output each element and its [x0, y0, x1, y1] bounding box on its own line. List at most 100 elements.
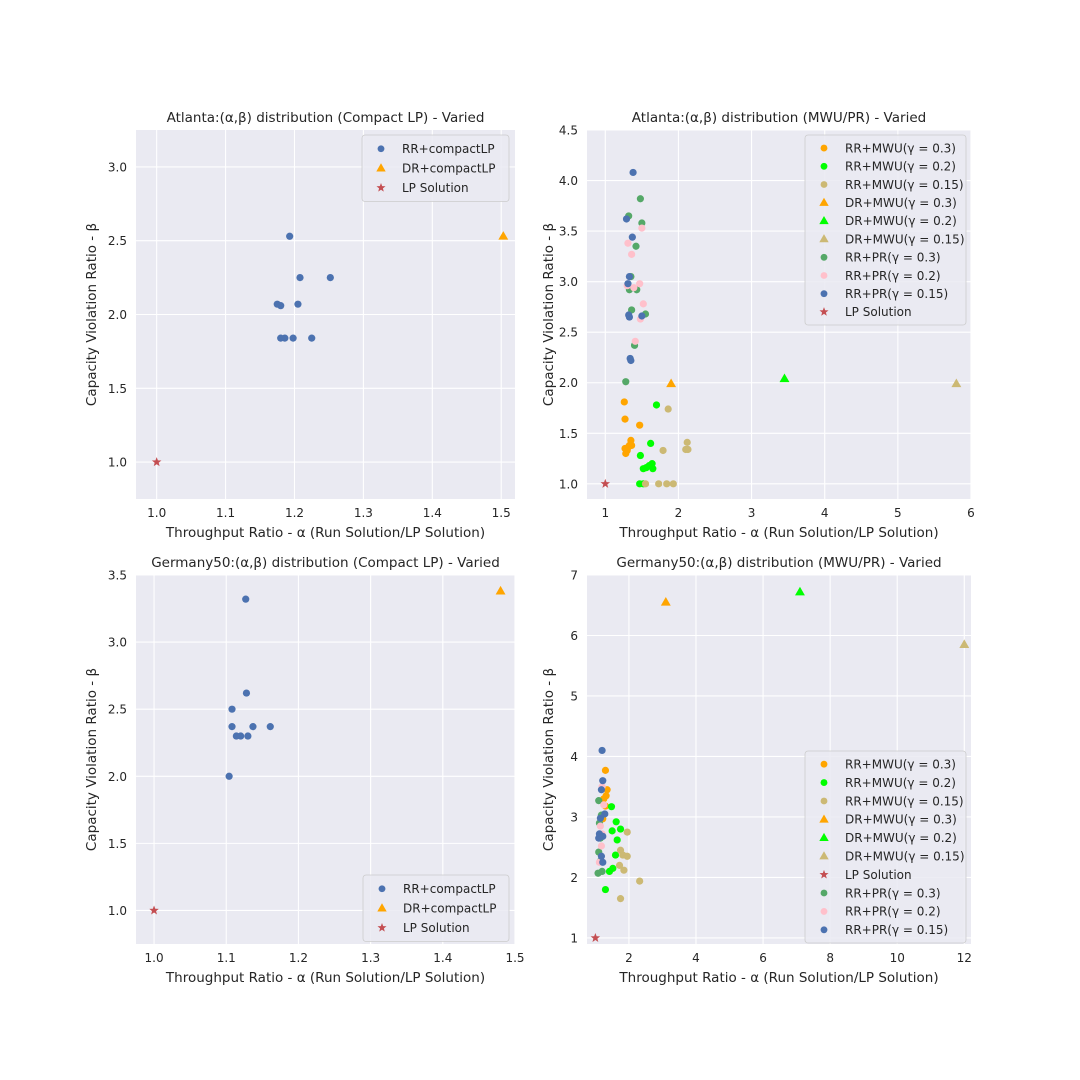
data-point [628, 250, 636, 258]
data-point [623, 828, 631, 836]
legend-label: RR+MWU(γ = 0.15) [845, 178, 964, 192]
data-point [638, 224, 646, 232]
series-rr-compactlp [225, 595, 274, 780]
legend-marker [819, 307, 829, 316]
data-point [244, 732, 252, 740]
data-point [636, 195, 644, 203]
x-tick-label: 5 [894, 506, 902, 520]
x-tick-label: 6 [967, 506, 975, 520]
series-rr-mwu-gamma-0-15 [641, 405, 692, 488]
data-point [597, 842, 606, 850]
legend-marker [377, 145, 385, 153]
legend-marker [819, 234, 829, 243]
legend-marker [820, 889, 828, 897]
legend-marker [820, 779, 828, 787]
chart-title: Germany50:(α,β) distribution (Compact LP… [151, 555, 500, 571]
data-point [621, 415, 629, 423]
y-tick-label: 1.5 [108, 837, 127, 851]
data-point [655, 480, 663, 488]
legend-label: RR+compactLP [402, 142, 495, 156]
series-lp-solution [600, 478, 611, 488]
data-point [624, 280, 632, 288]
legend-marker [820, 144, 828, 152]
data-point [595, 834, 603, 842]
y-tick-label: 2 [570, 871, 578, 885]
data-point [597, 786, 606, 794]
data-point [608, 827, 616, 835]
legend-label: RR+MWU(γ = 0.2) [845, 776, 956, 790]
y-axis-label: Capacity Violation Ratio - β [84, 223, 100, 406]
legend-marker [820, 253, 828, 261]
data-point [627, 356, 635, 365]
data-point [659, 446, 667, 455]
legend-label: RR+MWU(γ = 0.3) [845, 141, 956, 155]
legend-marker [820, 907, 828, 915]
legend-label: DR+compactLP [403, 902, 496, 916]
data-point [616, 825, 625, 833]
data-point [151, 457, 162, 467]
legend-marker [820, 797, 828, 805]
data-point [613, 836, 621, 844]
x-tick-label: 1 [601, 506, 609, 520]
data-point [666, 378, 677, 388]
legend-marker [377, 923, 387, 932]
data-point [228, 723, 236, 731]
data-point [599, 777, 607, 785]
data-point [663, 480, 671, 488]
chart-title: Germany50:(α,β) distribution (MWU/PR) - … [616, 555, 941, 571]
series-rr-mwu-gamma-0-3 [620, 398, 644, 458]
data-point [611, 851, 620, 859]
data-point [628, 233, 636, 241]
data-point [795, 586, 805, 596]
x-tick-label: 3 [748, 506, 756, 520]
legend-label: DR+MWU(γ = 0.15) [845, 232, 965, 246]
series-dr-mwu-gamma-0-15 [959, 639, 970, 648]
y-tick-label: 7 [570, 569, 578, 583]
legend-marker [378, 885, 386, 893]
data-point [622, 215, 631, 223]
data-point [631, 337, 639, 345]
x-tick-label: 4 [821, 506, 829, 520]
legend-marker [820, 181, 828, 188]
y-tick-label: 1 [570, 931, 578, 945]
data-point [951, 378, 962, 388]
y-tick-label: 3.5 [559, 225, 578, 239]
data-point [632, 242, 640, 250]
legend: RR+compactLP DR+compactLP LP Solution [361, 134, 510, 202]
data-point [601, 885, 610, 894]
x-tick-label: 1.1 [216, 506, 235, 520]
data-point [597, 852, 606, 860]
data-point [638, 219, 646, 227]
y-tick-label: 2.5 [559, 326, 578, 340]
x-tick-label: 2 [675, 506, 683, 520]
data-point [594, 869, 602, 877]
legend-label: LP Solution [845, 305, 912, 319]
x-tick-label: 1.0 [145, 951, 164, 965]
legend-marker [820, 272, 828, 279]
x-tick-label: 1.4 [433, 951, 452, 965]
series-rr-mwu-gamma-0-2 [636, 401, 661, 488]
chart-panel-2: 1 2 3 4 5 6 1.0 1.5 2.0 2.5 3.0 3.5 4.0 4.5 Atlanta:(α… [541, 110, 975, 541]
data-point [286, 232, 294, 240]
series-dr-mwu-gamma-0-2 [795, 586, 805, 596]
chart-panel-3: 1.0 1.1 1.2 1.3 1.4 1.5 1.0 1.5 2.0 2.5 3.0 3.5 Germ… [84, 555, 525, 986]
legend-label: RR+PR(γ = 0.15) [845, 923, 948, 937]
data-point [959, 639, 970, 648]
data-point [249, 723, 257, 731]
legend-marker [820, 290, 828, 298]
data-point [638, 312, 646, 320]
series-lp-solution [151, 457, 162, 467]
data-point [625, 313, 634, 321]
legend-label: DR+compactLP [402, 162, 495, 176]
series-rr-pr-gamma-0-2 [623, 224, 647, 345]
x-tick-label: 4 [692, 951, 700, 965]
data-point [599, 858, 607, 866]
legend-marker [377, 903, 387, 912]
data-point [684, 445, 692, 454]
data-point [595, 797, 603, 805]
legend-marker [819, 851, 829, 860]
data-point [636, 280, 644, 288]
legend-label: LP Solution [403, 921, 470, 935]
legend-box [804, 750, 967, 944]
data-point [242, 595, 250, 603]
